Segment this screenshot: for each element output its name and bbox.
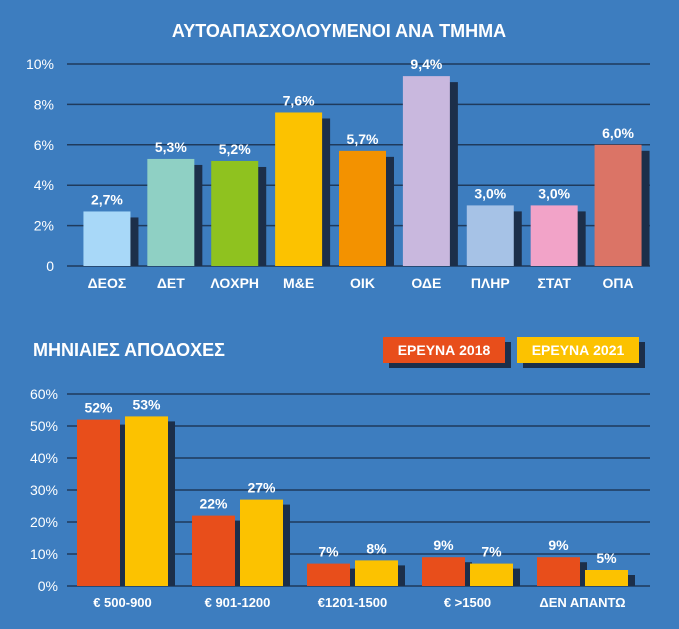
bar bbox=[594, 144, 642, 266]
data-label: 9% bbox=[548, 537, 569, 553]
data-label: 7% bbox=[481, 544, 502, 560]
x-tick-label: Μ&Ε bbox=[283, 275, 314, 291]
bar bbox=[537, 557, 580, 586]
data-label: 7,6% bbox=[283, 92, 315, 108]
bar bbox=[240, 499, 283, 586]
bar bbox=[147, 158, 195, 266]
x-tick-label: € 901-1200 bbox=[205, 595, 271, 610]
x-tick-label: ΔΕΟΣ bbox=[88, 275, 127, 291]
data-label: 5,2% bbox=[219, 141, 251, 157]
bar bbox=[470, 563, 513, 586]
bar bbox=[339, 150, 386, 266]
bar bbox=[77, 419, 120, 586]
bar bbox=[530, 205, 578, 266]
bar bbox=[585, 570, 628, 586]
data-label: 53% bbox=[132, 396, 161, 412]
chart-title: ΜΗΝΙΑΙΕΣ ΑΠΟΔΟΧΕΣ bbox=[33, 340, 225, 360]
data-label: 2,7% bbox=[91, 191, 123, 207]
bar bbox=[192, 515, 235, 586]
data-label: 27% bbox=[247, 480, 276, 496]
x-tick-label: ΔΕΝ ΑΠΑΝΤΩ bbox=[539, 595, 625, 610]
y-tick-label: 50% bbox=[30, 418, 58, 434]
chart-self-employed-by-department: ΑΥΤΟΑΠΑΣΧΟΛΟΥΜΕΝΟΙ ΑΝΑ ΤΜΗΜΑ 0 2% 4% 6% 8% 10… bbox=[26, 21, 650, 291]
x-tick-label: ΠΛΗΡ bbox=[471, 275, 510, 291]
legend-label: ΕΡΕΥΝΑ 2018 bbox=[398, 342, 491, 358]
bar bbox=[275, 112, 323, 266]
legend-swatch bbox=[517, 337, 639, 363]
bar bbox=[355, 560, 398, 586]
x-tick-label: ΟΠΑ bbox=[602, 275, 633, 291]
y-tick-label: 2% bbox=[34, 218, 54, 234]
bar bbox=[83, 211, 131, 266]
x-tick-label: ΟΙΚ bbox=[350, 275, 375, 291]
y-tick-label: 8% bbox=[34, 96, 54, 112]
x-tick-label: ΟΔΕ bbox=[411, 275, 441, 291]
data-label: 8% bbox=[366, 540, 387, 556]
data-label: 7% bbox=[318, 544, 339, 560]
y-tick-label: 10% bbox=[26, 56, 54, 72]
y-tick-label: 10% bbox=[30, 546, 58, 562]
data-label: 22% bbox=[199, 496, 228, 512]
legend-swatch bbox=[383, 337, 505, 363]
y-tick-label: 0 bbox=[46, 258, 54, 274]
data-label: 6,0% bbox=[602, 125, 634, 141]
x-tick-label: € >1500 bbox=[444, 595, 491, 610]
y-tick-label: 60% bbox=[30, 386, 58, 402]
bar bbox=[466, 205, 514, 266]
data-label: 52% bbox=[84, 400, 113, 416]
data-label: 3,0% bbox=[538, 185, 570, 201]
chart-title: ΑΥΤΟΑΠΑΣΧΟΛΟΥΜΕΝΟΙ ΑΝΑ ΤΜΗΜΑ bbox=[172, 21, 506, 41]
y-tick-label: 0% bbox=[38, 578, 58, 594]
y-tick-label: 4% bbox=[34, 177, 54, 193]
x-tick-label: ΛΟΧΡΗ bbox=[210, 275, 259, 291]
bar bbox=[402, 76, 450, 267]
bar bbox=[422, 557, 465, 586]
data-label: 3,0% bbox=[474, 185, 506, 201]
x-tick-label: ΔΕΤ bbox=[157, 275, 185, 291]
data-label: 5,3% bbox=[155, 139, 187, 155]
bar bbox=[211, 160, 259, 266]
data-label: 5% bbox=[596, 550, 617, 566]
legend-label: ΕΡΕΥΝΑ 2021 bbox=[532, 342, 625, 358]
y-tick-label: 6% bbox=[34, 137, 54, 153]
x-tick-label: €1201-1500 bbox=[318, 595, 387, 610]
y-tick-label: 20% bbox=[30, 514, 58, 530]
x-tick-label: ΣΤΑΤ bbox=[537, 275, 571, 291]
bar bbox=[307, 563, 350, 586]
data-label: 5,7% bbox=[347, 131, 379, 147]
y-tick-label: 30% bbox=[30, 482, 58, 498]
data-label: 9,4% bbox=[410, 56, 442, 72]
data-label: 9% bbox=[433, 537, 454, 553]
x-tick-label: € 500-900 bbox=[93, 595, 152, 610]
bar bbox=[125, 416, 168, 586]
y-tick-label: 40% bbox=[30, 450, 58, 466]
